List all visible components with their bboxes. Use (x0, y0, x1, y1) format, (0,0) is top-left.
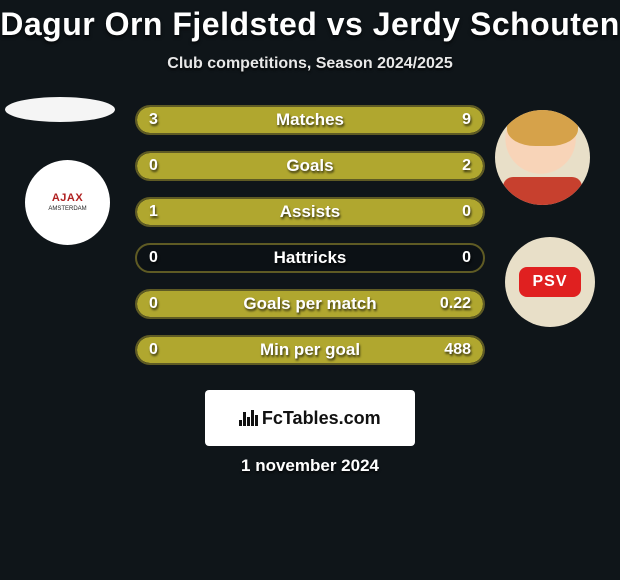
stat-value-p1: 0 (149, 337, 158, 363)
stat-value-p2: 9 (462, 107, 471, 133)
page-title: Dagur Orn Fjeldsted vs Jerdy Schouten (0, 6, 620, 43)
player1-avatar (5, 97, 115, 122)
footer-date: 1 november 2024 (0, 456, 620, 476)
player1-club-sub: AMSTERDAM (48, 206, 86, 212)
stat-value-p2: 2 (462, 153, 471, 179)
stat-row: 0488Min per goal (135, 335, 485, 365)
stat-value-p1: 1 (149, 199, 158, 225)
stat-value-p2: 0 (462, 199, 471, 225)
stat-row: 00.22Goals per match (135, 289, 485, 319)
stat-fill-right (137, 337, 483, 363)
stat-row: 02Goals (135, 151, 485, 181)
footer-brand-text: FcTables.com (262, 408, 381, 429)
stat-value-p2: 0.22 (440, 291, 471, 317)
stat-row: 10Assists (135, 197, 485, 227)
stat-fill-right (137, 153, 483, 179)
footer-brand-box: FcTables.com (205, 390, 415, 446)
footer-brand: FcTables.com (239, 408, 380, 429)
player1-club-label: AJAX (52, 193, 83, 204)
stat-row: 39Matches (135, 105, 485, 135)
stat-fill-right (224, 107, 484, 133)
player2-club-label: PSV (519, 267, 581, 297)
stat-value-p1: 3 (149, 107, 158, 133)
stat-value-p2: 488 (444, 337, 471, 363)
stat-fill-right (137, 291, 483, 317)
stat-fill-left (137, 199, 483, 225)
player1-club-badge: AJAX AMSTERDAM (25, 160, 110, 245)
stat-value-p1: 0 (149, 291, 158, 317)
stats-list: 39Matches02Goals10Assists00Hattricks00.2… (135, 105, 485, 381)
subtitle: Club competitions, Season 2024/2025 (0, 55, 620, 73)
stat-value-p2: 0 (462, 245, 471, 271)
stat-value-p1: 0 (149, 153, 158, 179)
bars-icon (239, 410, 258, 426)
stat-label: Hattricks (137, 245, 483, 271)
comparison-infographic: Dagur Orn Fjeldsted vs Jerdy Schouten Cl… (0, 0, 620, 580)
stat-value-p1: 0 (149, 245, 158, 271)
player2-club-badge: PSV (505, 237, 595, 327)
player2-avatar (495, 110, 590, 205)
stat-row: 0 0Hattricks (135, 243, 485, 273)
